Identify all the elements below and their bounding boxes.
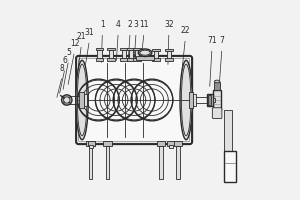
Bar: [167, 51, 171, 59]
Bar: [133, 48, 141, 50]
Text: 2: 2: [128, 20, 133, 29]
Bar: [88, 146, 92, 179]
Bar: [96, 48, 103, 50]
Bar: [213, 98, 214, 102]
Circle shape: [64, 97, 65, 98]
Text: 21: 21: [77, 32, 86, 41]
Bar: [80, 92, 84, 108]
Circle shape: [64, 97, 70, 103]
Bar: [96, 58, 103, 61]
Circle shape: [69, 97, 70, 98]
Text: 6: 6: [63, 56, 68, 65]
Text: 5: 5: [66, 48, 71, 57]
Bar: [207, 94, 213, 106]
Bar: [136, 56, 154, 60]
Bar: [129, 50, 133, 59]
Bar: [128, 48, 135, 50]
Text: 8: 8: [60, 64, 64, 73]
Ellipse shape: [76, 60, 88, 140]
Text: 7: 7: [220, 36, 224, 45]
Circle shape: [64, 102, 65, 103]
Ellipse shape: [138, 49, 152, 57]
Bar: [107, 58, 115, 61]
Bar: [97, 50, 101, 59]
Bar: [165, 58, 172, 61]
Bar: [154, 51, 158, 59]
Bar: [224, 151, 236, 182]
Bar: [169, 145, 173, 148]
Bar: [173, 141, 182, 146]
Bar: [189, 92, 193, 108]
Text: 32: 32: [164, 20, 174, 29]
Text: 1: 1: [100, 20, 105, 29]
Bar: [88, 141, 95, 146]
Ellipse shape: [214, 80, 220, 83]
Bar: [133, 58, 141, 61]
Bar: [109, 50, 113, 59]
Circle shape: [69, 102, 70, 103]
Bar: [120, 48, 128, 50]
Text: 22: 22: [181, 26, 190, 35]
Text: 71: 71: [207, 36, 217, 45]
Text: 4: 4: [116, 20, 121, 29]
FancyBboxPatch shape: [76, 56, 192, 144]
Bar: [213, 90, 221, 110]
Bar: [167, 141, 174, 146]
Ellipse shape: [140, 50, 150, 55]
Text: 31: 31: [85, 28, 94, 37]
Bar: [208, 95, 211, 105]
Bar: [128, 58, 135, 61]
Bar: [84, 94, 87, 106]
Bar: [157, 141, 165, 146]
Bar: [193, 94, 196, 106]
Bar: [176, 146, 180, 179]
Bar: [214, 82, 220, 90]
Bar: [152, 49, 160, 51]
Bar: [103, 141, 112, 146]
Text: 12: 12: [70, 39, 79, 48]
Bar: [159, 146, 163, 179]
Bar: [120, 58, 128, 61]
Ellipse shape: [180, 60, 192, 140]
Bar: [122, 50, 126, 59]
Bar: [86, 141, 95, 146]
Bar: [89, 145, 93, 148]
Text: 11: 11: [139, 20, 149, 29]
Text: 3: 3: [134, 20, 139, 29]
Circle shape: [61, 95, 72, 105]
Bar: [165, 49, 172, 51]
Bar: [106, 146, 109, 179]
Bar: [152, 58, 160, 61]
Bar: [107, 48, 115, 50]
Bar: [224, 110, 232, 179]
Bar: [135, 50, 139, 59]
FancyBboxPatch shape: [212, 108, 222, 118]
